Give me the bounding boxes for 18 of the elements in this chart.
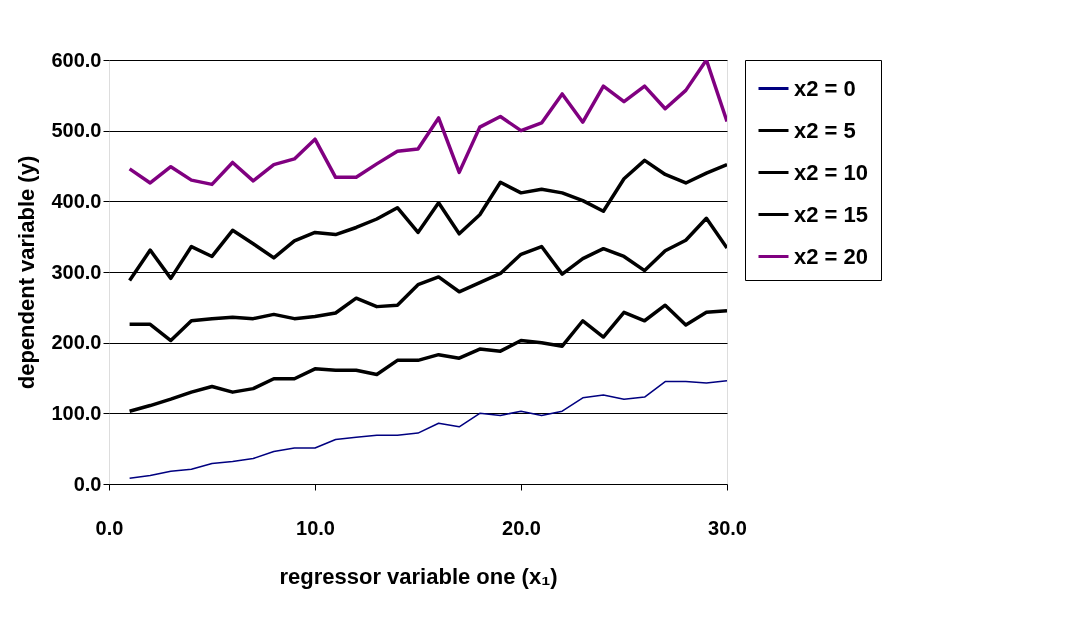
x-tick-label: 30.0 (708, 516, 747, 539)
y-tick-label: 400.0 (51, 189, 102, 212)
x-tick-label: 20.0 (502, 516, 541, 539)
legend-label: x2 = 5 (794, 117, 856, 143)
y-tick-label: 100.0 (51, 401, 102, 424)
x-axis-title: regressor variable one (x₁) (279, 563, 558, 589)
legend-label: x2 = 20 (794, 243, 869, 269)
y-tick-label: 600.0 (51, 48, 102, 71)
y-tick-label: 0.0 (73, 472, 102, 495)
y-tick-label: 200.0 (51, 331, 102, 354)
legend-label: x2 = 0 (794, 75, 856, 101)
y-tick-label: 500.0 (51, 119, 102, 142)
legend-label: x2 = 10 (794, 159, 869, 185)
legend-label: x2 = 15 (794, 201, 869, 227)
y-tick-label: 300.0 (51, 260, 102, 283)
y-axis-title: dependent variable (y) (14, 155, 40, 390)
x-tick-label: 10.0 (296, 516, 335, 539)
x-tick-label: 0.0 (95, 516, 124, 539)
